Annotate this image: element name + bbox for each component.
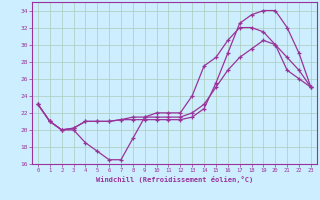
- X-axis label: Windchill (Refroidissement éolien,°C): Windchill (Refroidissement éolien,°C): [96, 176, 253, 183]
